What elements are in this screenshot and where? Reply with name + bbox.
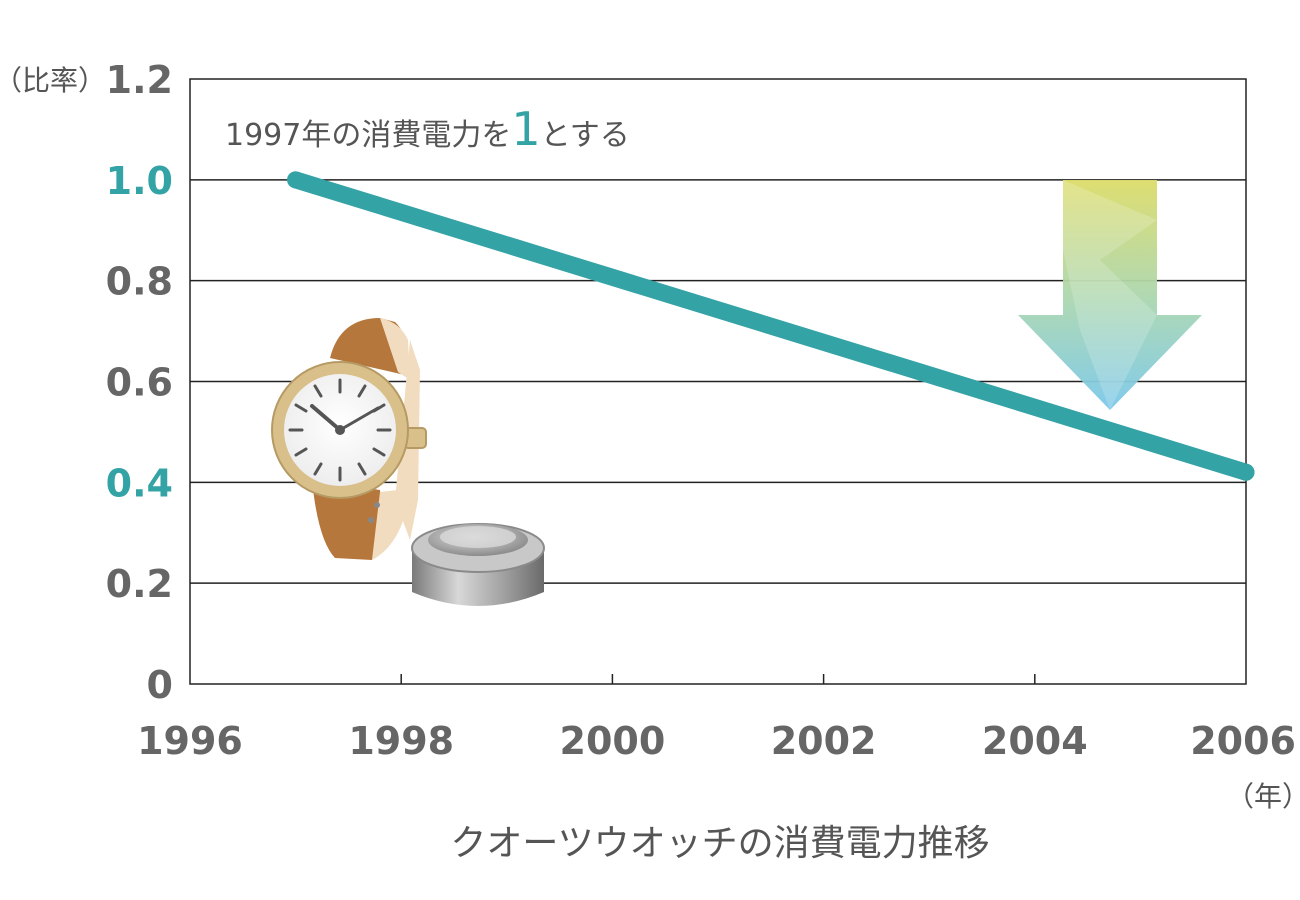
button-battery-icon bbox=[411, 523, 545, 606]
x-tick-label: 2004 bbox=[982, 719, 1088, 763]
x-tick-label: 1998 bbox=[348, 719, 454, 763]
decrease-arrow-icon bbox=[1018, 180, 1202, 410]
x-tick-labels: 1996 1998 2000 2002 2004 2006 bbox=[137, 719, 1296, 763]
x-tick-label: 1996 bbox=[137, 719, 243, 763]
annotation-highlight: 1 bbox=[511, 102, 540, 156]
series-line bbox=[287, 171, 1255, 481]
baseline-annotation: 1997年の消費電力を1とする bbox=[225, 102, 630, 156]
chart-caption: クオーツウオッチの消費電力推移 bbox=[450, 823, 989, 864]
y-tick-label: 0.6 bbox=[106, 361, 173, 405]
y-tick-labels: 0 0.2 0.4 0.6 0.8 1.0 1.2 bbox=[106, 58, 173, 707]
y-tick-label: 0 bbox=[147, 663, 173, 707]
x-tick-label: 2002 bbox=[771, 719, 877, 763]
annotation-text-after: とする bbox=[541, 118, 630, 153]
x-axis-unit-label: （年） bbox=[1226, 780, 1300, 813]
x-tick-marks bbox=[400, 674, 1036, 684]
y-tick-label: 0.4 bbox=[106, 461, 173, 505]
data-point bbox=[287, 171, 305, 189]
y-tick-label: 1.0 bbox=[106, 159, 173, 203]
y-tick-label: 0.8 bbox=[106, 260, 173, 304]
data-point bbox=[1237, 463, 1255, 481]
y-tick-label: 1.2 bbox=[106, 58, 173, 102]
wristwatch-icon bbox=[271, 318, 427, 560]
x-tick-label: 2000 bbox=[560, 719, 666, 763]
series-layer bbox=[287, 171, 1255, 481]
x-tick-label: 2006 bbox=[1190, 719, 1296, 763]
decrease-arrow-facets bbox=[1063, 180, 1157, 410]
annotation-text-before: 1997年の消費電力を bbox=[225, 118, 511, 153]
y-tick-label: 0.2 bbox=[106, 562, 173, 606]
y-axis-unit-label: （比率） bbox=[0, 64, 106, 97]
